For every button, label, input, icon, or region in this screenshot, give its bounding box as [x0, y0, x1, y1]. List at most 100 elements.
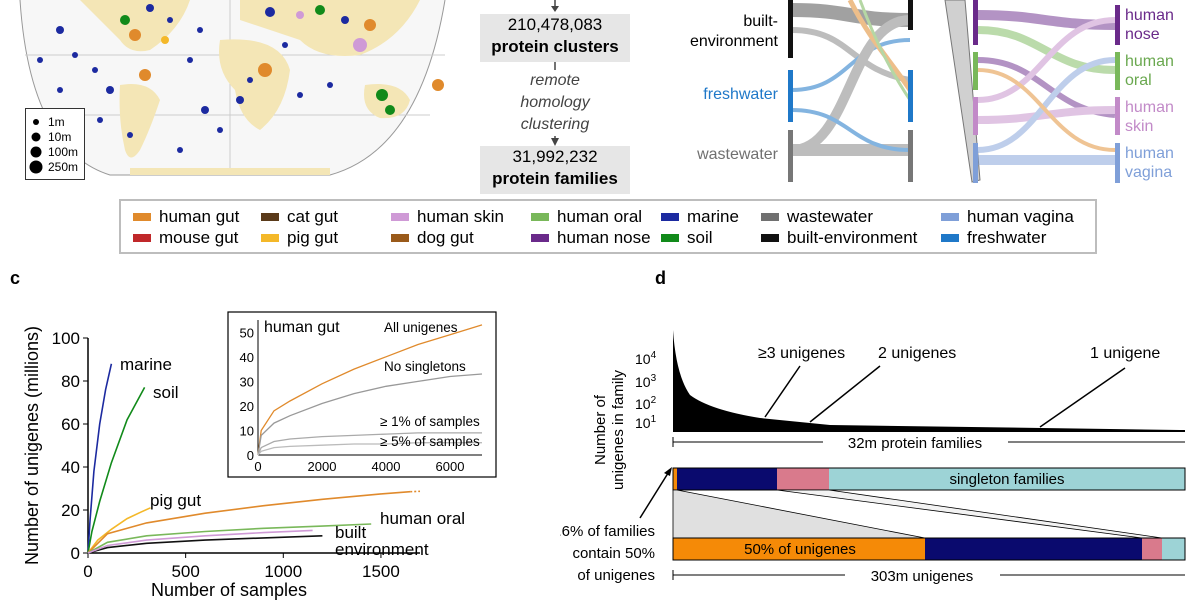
unigenes-span-label: 303m unigenes — [871, 568, 974, 585]
family-size-distribution — [673, 330, 1180, 432]
panel-letter-c: c — [10, 268, 21, 288]
series-line — [87, 507, 151, 554]
series-annotation: soil — [153, 383, 179, 402]
sankey-bar — [908, 70, 913, 122]
ann-2-unigenes: 2 unigenes — [878, 345, 956, 362]
label-line: skin — [1125, 118, 1154, 135]
panel-d-ylabel: Number of — [592, 394, 609, 465]
sankey-bar — [788, 70, 793, 122]
size-label: 100m — [48, 145, 78, 159]
size-dot — [33, 119, 39, 125]
panel-d-figure: Number of unigenes in family 104 103 102… — [560, 330, 1186, 585]
size-dot — [31, 132, 41, 142]
sankey-label-wastewater: wastewater — [660, 146, 778, 164]
sample-point — [315, 5, 325, 15]
sample-point — [265, 7, 275, 17]
legend-label: human gut — [159, 207, 240, 226]
sample-point — [247, 77, 253, 83]
series-annotation: built — [335, 523, 366, 542]
bar-seg-navy — [677, 468, 777, 490]
continent-south-america — [119, 84, 160, 158]
ann-1-unigene: 1 unigene — [1090, 345, 1160, 362]
legend-item: human skin — [391, 207, 504, 227]
legend-label: human oral — [557, 207, 643, 226]
sankey-bar — [1115, 143, 1120, 183]
ann-arrow — [809, 365, 881, 423]
sample-point — [327, 82, 333, 88]
legend-item: cat gut — [261, 207, 338, 227]
sankey-label-human-oral: human oral — [1125, 52, 1174, 90]
sample-point — [92, 67, 98, 73]
label-line: human — [1125, 99, 1174, 116]
bar-seg-pink — [777, 468, 829, 490]
singleton-label: singleton families — [949, 471, 1064, 488]
method-line: homology — [520, 92, 590, 114]
x-tick-label: 1500 — [362, 562, 400, 581]
bar-seg-pink — [1142, 538, 1162, 560]
sankey-label-freshwater: freshwater — [660, 86, 778, 104]
sample-point — [120, 15, 130, 25]
legend-label: freshwater — [967, 228, 1047, 247]
panel-d-ylabel: unigenes in family — [610, 369, 627, 490]
series-line — [87, 490, 411, 554]
inset-title: human gut — [264, 319, 340, 336]
sample-point — [56, 26, 64, 34]
label-line: human — [1125, 145, 1174, 162]
clusters-count: 210,478,083 — [507, 15, 603, 34]
label-line: oral — [1125, 72, 1152, 89]
size-label: 250m — [48, 160, 78, 174]
continent-australia — [364, 84, 410, 119]
sample-point — [146, 4, 154, 12]
series-line — [87, 529, 313, 554]
y-tick-label: 100 — [52, 329, 80, 348]
bar-seg-teal — [1162, 538, 1185, 560]
inset-chart: 0 10 20 30 40 50 0 2000 4000 6000 human gut All uni… — [227, 311, 497, 478]
bar-seg-navy — [925, 538, 1142, 560]
pct-label: contain 50% — [572, 545, 655, 562]
y-tick-label: 0 — [71, 544, 80, 563]
legend-item: human vagina — [941, 207, 1074, 227]
legend-item: dog gut — [391, 228, 474, 248]
sample-point — [167, 17, 173, 23]
sample-points — [37, 4, 444, 153]
series-annotation: pig gut — [150, 491, 201, 510]
continent-antarctica — [130, 168, 330, 175]
inset-series-label: All unigenes — [384, 320, 458, 335]
ann-arrow — [1039, 367, 1126, 428]
bar-seg-orange — [673, 468, 677, 490]
inset-series-line — [257, 442, 482, 456]
sankey-bar — [973, 97, 978, 135]
legend-swatch — [531, 212, 549, 221]
legend-swatch — [133, 233, 151, 242]
legend-swatch — [761, 212, 779, 221]
legend-swatch — [941, 212, 959, 221]
inset-y-tick-label: 30 — [240, 374, 254, 389]
zoom-wedge — [944, 0, 981, 183]
world-map — [19, 0, 446, 176]
inset-series-label: ≥ 1% of samples — [380, 414, 480, 429]
ann-arrow — [764, 365, 801, 418]
legend-swatch — [391, 233, 409, 242]
sankey-bar — [973, 143, 978, 183]
inset-y-tick-label: 20 — [240, 399, 254, 414]
sample-point — [37, 57, 43, 63]
series-line — [87, 363, 113, 554]
sample-point — [385, 105, 395, 115]
series-annotation: environment — [335, 540, 429, 559]
inset-series-line — [257, 432, 482, 456]
series-line — [87, 523, 372, 554]
label-line: freshwater — [703, 86, 778, 103]
sankey-left-flows — [791, 0, 913, 157]
inset-series-line — [257, 324, 483, 456]
sample-point — [57, 87, 63, 93]
sample-point — [353, 38, 367, 52]
size-label: 10m — [48, 130, 71, 144]
label-line: vagina — [1125, 164, 1173, 181]
legend-label: marine — [687, 207, 739, 226]
sankey-bar — [788, 130, 793, 182]
legend-label: cat gut — [287, 207, 339, 226]
legend-swatch — [661, 233, 679, 242]
continent-africa — [219, 39, 290, 130]
legend-item: human gut — [133, 207, 239, 227]
legend-swatch — [261, 233, 279, 242]
